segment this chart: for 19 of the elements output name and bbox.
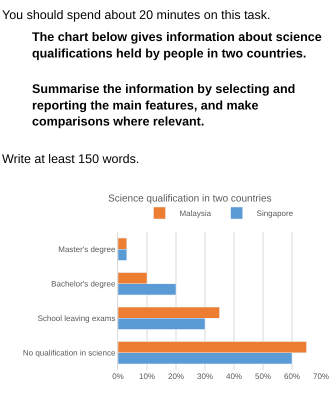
x-tick-label: 60% [284, 372, 300, 381]
legend-label: Singapore [256, 209, 294, 218]
text: Write at least 150 words. [2, 152, 140, 166]
x-tick-label: 50% [254, 372, 272, 381]
legend-label: Malaysia [180, 209, 212, 218]
x-tick-label: 40% [226, 372, 242, 381]
y-tick-label: Master's degree [58, 245, 116, 254]
x-tick-label: 10% [138, 372, 156, 381]
x-tick-label: 20% [168, 372, 184, 381]
y-tick-label: No qualification in science [22, 348, 116, 358]
y-tick-label: School leaving exams [38, 314, 116, 324]
text: You should spend about 20 minutes on this task. [2, 8, 270, 22]
x-tick-label: 70% [312, 372, 330, 381]
x-tick-label: 0% [112, 372, 124, 381]
y-tick-label: Bachelor's degree [51, 280, 116, 289]
text: Summarise the information by selecting and reporting the main features, and make comparisons where relevant. [32, 82, 296, 128]
x-tick-label: 30% [196, 372, 214, 381]
text: The chart below gives information about science qualifications held by people in two countries. [32, 30, 322, 60]
chart-title: Science qualification in two countries [108, 194, 272, 204]
